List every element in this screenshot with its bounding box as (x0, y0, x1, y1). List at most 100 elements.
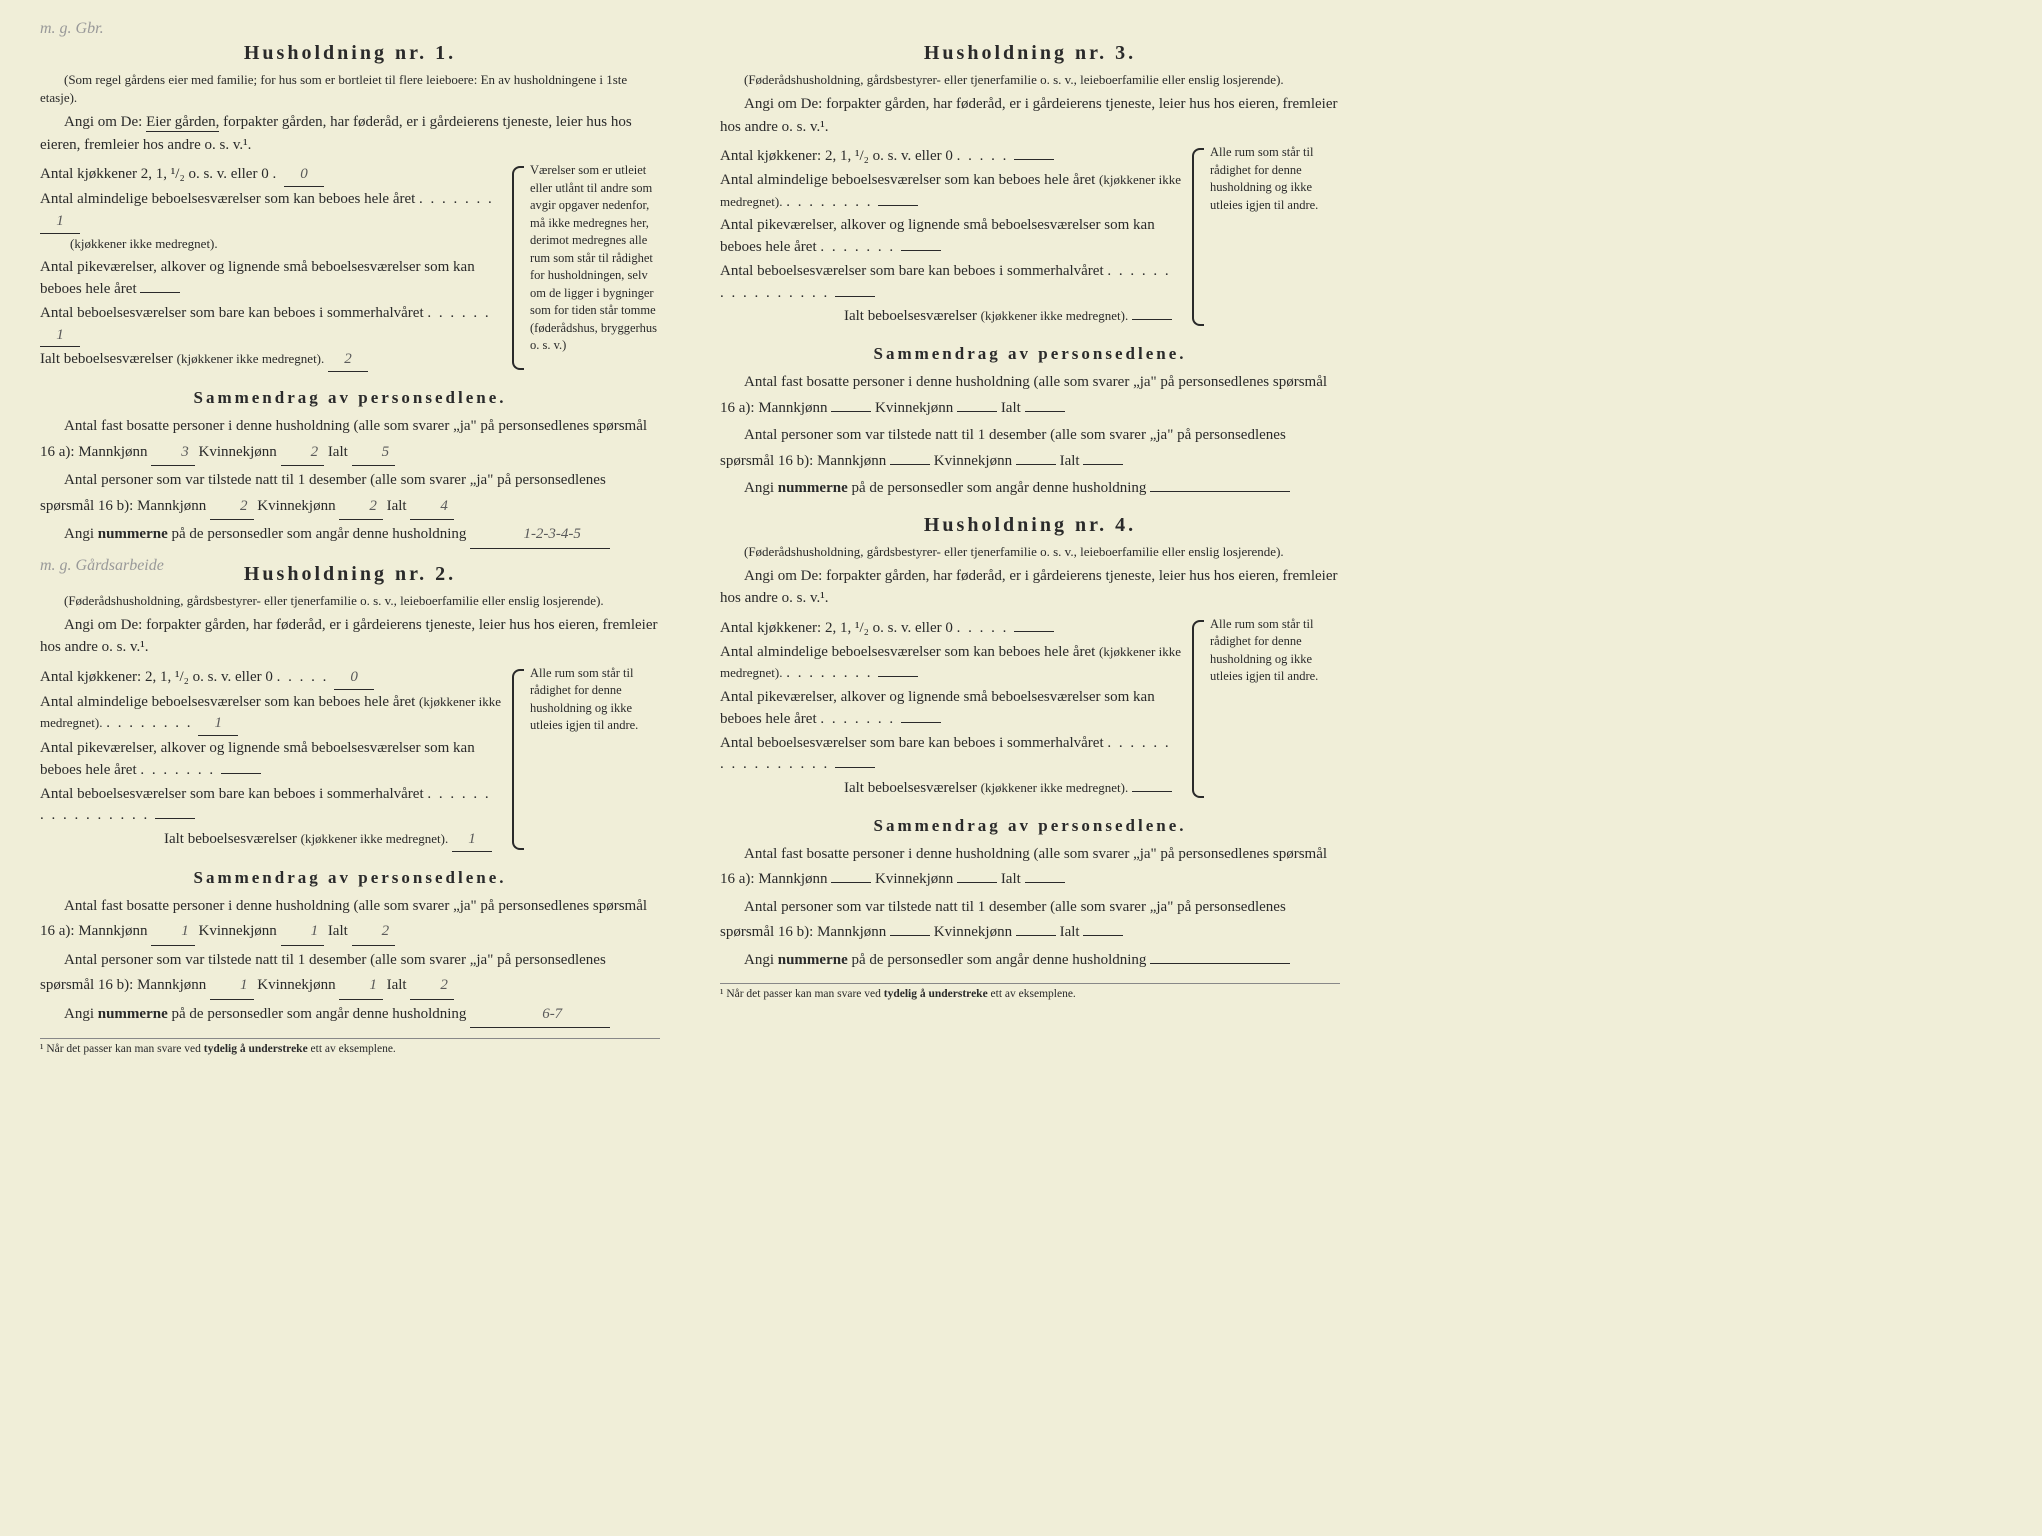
h3-rooms1-val (878, 205, 918, 206)
kv-label: Kvinnekjønn (257, 977, 335, 993)
footnote-post: ett av eksemplene. (991, 988, 1076, 1000)
ialt-label: Ialt (328, 444, 348, 460)
h2-rooms1-val: 1 (198, 713, 238, 736)
dots: . . . . . . . (820, 711, 901, 727)
kv-label: Kvinnekjønn (198, 444, 276, 460)
h2-subnote: (Føderådshusholdning, gårdsbestyrer- ell… (40, 592, 660, 610)
h4-instruction: Angi om De: forpakter gården, har føderå… (720, 565, 1340, 610)
dots: . . . . . . . . (786, 194, 878, 210)
h2-total-paren: (kjøkkener ikke medregnet). (301, 831, 449, 846)
h3-sum2-k (1016, 464, 1056, 465)
h3-sum1: Antal fast bosatte personer i denne hush… (720, 370, 1340, 421)
h1-sum2: Antal personer som var tilstede natt til… (40, 468, 660, 520)
h1-num-line: Angi nummerne på de personsedler som ang… (40, 522, 660, 549)
h1-kitchens-val: 0 (284, 164, 324, 187)
num-label: Angi (744, 952, 774, 968)
h4-rooms3-val (835, 767, 875, 768)
h1-rooms1-val: 1 (40, 211, 80, 234)
num-bold: nummerne (98, 526, 168, 542)
h4-sum1-pre: Antal fast bosatte personer i denne hush… (720, 846, 1327, 888)
left-page: m. g. Gbr. Husholdning nr. 1. (Som regel… (40, 30, 660, 1055)
h3-sum1-m (831, 411, 871, 412)
h2-rooms2-line: Antal pikeværelser, alkover og lignende … (40, 738, 502, 782)
h2-summary-title: Sammendrag av personsedlene. (40, 868, 660, 888)
h2-total-val: 1 (452, 829, 492, 852)
num-post: på de personsedler som angår denne husho… (852, 480, 1147, 496)
num-label: Angi (64, 526, 94, 542)
kv-label: Kvinnekjønn (875, 400, 953, 416)
h2-total-line: Ialt beboelsesværelser (kjøkkener ikke m… (40, 829, 502, 852)
num-bold: nummerne (778, 952, 848, 968)
h4-sum2-k (1016, 935, 1056, 936)
h4-form-row: Antal kjøkkener: 2, 1, ¹/₂ o. s. v. elle… (720, 616, 1340, 802)
h1-form-block: Antal kjøkkener 2, 1, ¹/₂ o. s. v. eller… (40, 162, 502, 374)
h1-instr-pre: Angi om De: (64, 114, 142, 130)
num-bold: nummerne (778, 480, 848, 496)
h1-total-val: 2 (328, 349, 368, 372)
ialt-label: Ialt (1001, 400, 1021, 416)
h3-rooms3-line: Antal beboelsesværelser som bare kan beb… (720, 261, 1182, 305)
h4-rooms1: Antal almindelige beboelsesværelser som … (720, 644, 1095, 660)
h4-kitchens-line: Antal kjøkkener: 2, 1, ¹/₂ o. s. v. elle… (720, 618, 1182, 640)
h4-total-val (1132, 791, 1172, 792)
h1-total-paren: (kjøkkener ikke medregnet). (177, 351, 325, 366)
h4-sum1-k (957, 882, 997, 883)
h2-num-val: 6-7 (470, 1002, 610, 1029)
h4-rooms2-line: Antal pikeværelser, alkover og lignende … (720, 687, 1182, 731)
h3-sum2-i (1083, 464, 1123, 465)
h1-sum2-m: 2 (210, 494, 254, 521)
num-post: på de personsedler som angår denne husho… (172, 526, 467, 542)
dots: . . . . . (277, 669, 335, 685)
h2-rooms3-line: Antal beboelsesværelser som bare kan beb… (40, 784, 502, 828)
h1-rooms2-line: Antal pikeværelser, alkover og lignende … (40, 257, 502, 301)
footnote-left: ¹ Når det passer kan man svare ved tydel… (40, 1038, 660, 1055)
h4-rooms1-line: Antal almindelige beboelsesværelser som … (720, 642, 1182, 686)
h1-kitchens-label: Antal kjøkkener 2, 1, ¹/₂ o. s. v. eller… (40, 166, 269, 182)
h1-total-line: Ialt beboelsesværelser (kjøkkener ikke m… (40, 349, 502, 372)
dots: . (272, 166, 284, 182)
h3-form-row: Antal kjøkkener: 2, 1, ¹/₂ o. s. v. elle… (720, 144, 1340, 330)
dots: . . . . . . . . (786, 665, 878, 681)
h4-num-line: Angi nummerne på de personsedler som ang… (720, 948, 1340, 974)
num-label: Angi (64, 1006, 94, 1022)
h1-rooms2: Antal pikeværelser, alkover og lignende … (40, 259, 475, 297)
h1-instr-underline: Eier gården, (146, 114, 219, 132)
h4-rooms1-val (878, 676, 918, 677)
h1-instruction: Angi om De: Eier gården, forpakter gårde… (40, 111, 660, 156)
h1-sum1-k: 2 (281, 440, 325, 467)
h4-total-label: Ialt beboelsesværelser (844, 780, 977, 796)
footnote-post: ett av eksemplene. (311, 1043, 396, 1055)
h2-sum1-k: 1 (281, 919, 325, 946)
ialt-label: Ialt (387, 977, 407, 993)
h3-title: Husholdning nr. 3. (720, 42, 1340, 65)
h2-total-label: Ialt beboelsesværelser (164, 831, 297, 847)
brace-icon (1192, 620, 1204, 798)
h1-rooms1-paren: (kjøkkener ikke medregnet). (70, 236, 218, 251)
h3-total-paren: (kjøkkener ikke medregnet). (981, 308, 1129, 323)
h3-rooms2-line: Antal pikeværelser, alkover og lignende … (720, 215, 1182, 259)
h4-rooms2-val (901, 722, 941, 723)
h3-total-val (1132, 319, 1172, 320)
h3-sum2-m (890, 464, 930, 465)
h1-rooms1: Antal almindelige beboelsesværelser som … (40, 191, 415, 207)
dots: . . . . . . . (140, 762, 221, 778)
h2-side-text: Alle rum som står til rådighet for denne… (530, 665, 660, 735)
dots: . . . . . . . (820, 239, 901, 255)
h1-rooms1-line: Antal almindelige beboelsesværelser som … (40, 189, 502, 255)
num-bold: nummerne (98, 1006, 168, 1022)
h3-rooms3: Antal beboelsesværelser som bare kan beb… (720, 263, 1104, 279)
num-label: Angi (744, 480, 774, 496)
ialt-label: Ialt (1060, 453, 1080, 469)
h3-subnote: (Føderådshusholdning, gårdsbestyrer- ell… (720, 71, 1340, 89)
h1-total-label: Ialt beboelsesværelser (40, 351, 173, 367)
h3-kitchens-val (1014, 159, 1054, 160)
h2-kitchens-line: Antal kjøkkener: 2, 1, ¹/₂ o. s. v. elle… (40, 667, 502, 690)
h1-rooms2-val (140, 292, 180, 293)
h1-rooms3: Antal beboelsesværelser som bare kan beb… (40, 305, 424, 321)
h3-sum2: Antal personer som var tilstede natt til… (720, 423, 1340, 474)
h1-sum1: Antal fast bosatte personer i denne hush… (40, 414, 660, 466)
h3-num-val (1150, 491, 1290, 492)
footnote-bold: tydelig å understreke (204, 1043, 308, 1055)
h2-sum1-m: 1 (151, 919, 195, 946)
h4-title: Husholdning nr. 4. (720, 514, 1340, 537)
